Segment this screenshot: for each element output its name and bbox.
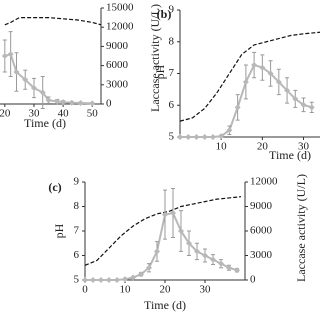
point — [54, 98, 61, 105]
point — [89, 100, 96, 107]
point — [177, 134, 183, 140]
point — [122, 276, 128, 283]
y2-tick-label: 0 — [250, 274, 256, 286]
point — [77, 100, 84, 107]
point — [154, 248, 160, 255]
point — [82, 277, 88, 283]
y-tick-label: 9 — [74, 176, 80, 188]
point — [146, 264, 152, 271]
x-axis-title: Time (d) — [144, 298, 186, 312]
x-tick-label: 30 — [200, 284, 212, 296]
point — [242, 78, 249, 85]
panel-label: (c) — [48, 180, 61, 194]
y2-axis-title: Laccase activity (U/L) — [148, 4, 162, 112]
y-tick-label: 7 — [169, 67, 175, 79]
y-tick-label: 6 — [169, 99, 175, 111]
point — [202, 252, 208, 259]
y2-tick-label: 9000 — [250, 200, 273, 212]
x-tick-label: 20 — [0, 108, 11, 120]
y2-axis-title: Laccase activity (U/L) — [294, 174, 308, 282]
point — [185, 134, 192, 140]
point — [209, 134, 216, 140]
point — [186, 240, 192, 247]
point — [178, 228, 184, 234]
y2-tick-label: 12000 — [250, 176, 278, 188]
panel: 10 20 30 5 6 7 8 9 Time (d) pH (b) — [153, 4, 320, 162]
point — [138, 271, 144, 278]
y-tick-label: 5 — [169, 131, 175, 143]
point — [7, 51, 14, 58]
panel: 20 30 40 50 0 3000 6000 9000 12000 15000 Time (d) L… — [0, 2, 162, 130]
y2-tick-label: 12000 — [106, 21, 134, 33]
x-tick-label: 50 — [87, 108, 99, 120]
y2-tick-label: 6000 — [250, 225, 273, 237]
point — [98, 277, 104, 283]
point — [234, 267, 240, 274]
point — [275, 78, 282, 85]
point — [284, 87, 291, 94]
y-tick-label: 6 — [74, 249, 80, 261]
x-tick-label: 20 — [160, 284, 172, 296]
point — [162, 211, 168, 218]
point — [267, 70, 274, 77]
x-tick-label: 30 — [298, 141, 310, 153]
series-line — [4, 52, 93, 105]
point — [292, 95, 299, 102]
point — [90, 277, 96, 283]
y-tick-label: 9 — [169, 4, 175, 16]
y2-tick-label: 6000 — [106, 59, 129, 71]
y-tick-label: 7 — [74, 225, 80, 237]
y-tick-label: 5 — [74, 274, 80, 286]
y-axis-title: pH — [153, 64, 167, 79]
point — [218, 260, 224, 267]
point — [30, 85, 37, 91]
point — [193, 134, 200, 140]
series-line — [179, 31, 320, 122]
point — [68, 99, 75, 106]
point — [1, 53, 8, 59]
y2-tick-label: 3000 — [250, 249, 273, 261]
y2-tick-label: 9000 — [106, 40, 129, 52]
point — [106, 277, 112, 283]
point — [45, 97, 52, 104]
point — [130, 274, 136, 281]
y2-tick-label: 15000 — [106, 2, 134, 14]
point — [259, 64, 266, 71]
point — [114, 277, 120, 283]
panel-label: (b) — [157, 7, 172, 21]
y-axis-title: pH — [52, 223, 66, 238]
point — [194, 248, 200, 255]
x-axis-title: Time (d) — [269, 148, 311, 162]
point — [226, 264, 232, 271]
point — [300, 101, 307, 108]
series-line — [85, 211, 238, 281]
point — [13, 69, 20, 75]
x-tick-label: 40 — [58, 108, 70, 120]
y-tick-label: 8 — [74, 200, 80, 212]
point — [226, 127, 233, 134]
x-tick-label: 10 — [216, 141, 228, 153]
y-tick-label: 8 — [169, 35, 175, 47]
x-tick-label: 20 — [257, 141, 269, 153]
x-axis-title: Time (d) — [24, 116, 66, 130]
point — [170, 210, 176, 217]
point — [218, 133, 225, 140]
y2-tick-label: 0 — [106, 98, 112, 110]
x-tick-label: 0 — [82, 284, 88, 296]
point — [39, 89, 46, 96]
point — [308, 104, 315, 111]
point — [22, 76, 29, 83]
y2-tick-label: 3000 — [106, 78, 129, 90]
panel: 0 10 20 30 5 6 7 8 9 0 3000 6000 9000 12000 Time (d) pH… — [48, 174, 307, 312]
point — [234, 104, 241, 111]
series-line — [4, 17, 102, 26]
point — [251, 62, 258, 69]
point — [201, 134, 208, 140]
x-tick-label: 10 — [120, 284, 132, 296]
series-line — [84, 196, 242, 266]
x-tick-label: 30 — [28, 108, 40, 120]
point — [210, 256, 216, 263]
point — [60, 99, 67, 106]
